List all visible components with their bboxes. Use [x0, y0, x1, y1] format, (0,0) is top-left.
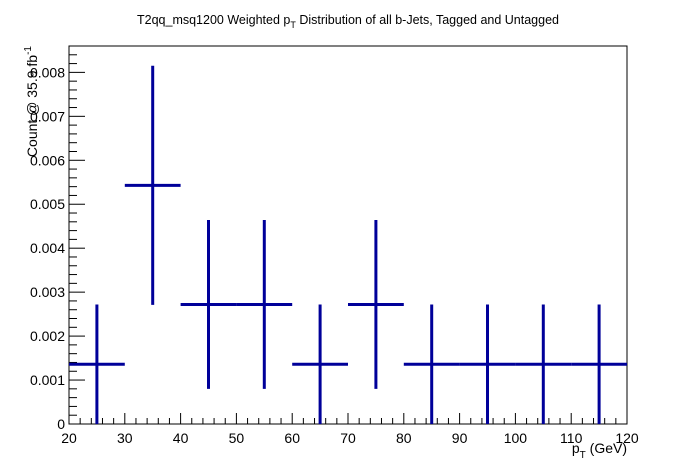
y-tick-label: 0.002: [30, 328, 65, 344]
y-tick-label: 0.004: [30, 240, 65, 256]
y-tick-label: 0.005: [30, 196, 65, 212]
x-tick-label: 40: [173, 430, 189, 446]
y-axis-title: Count @ 35.9 fb-1: [23, 46, 40, 158]
data-point: [124, 65, 181, 305]
y-axis-ticks: [69, 45, 85, 425]
y-tick-label: 0.001: [30, 372, 65, 388]
x-axis-ticks: [68, 413, 628, 424]
x-tick-label: 90: [452, 430, 468, 446]
data-point: [571, 304, 627, 424]
data-point: [69, 304, 125, 424]
data-point: [348, 220, 404, 389]
data-point: [515, 304, 572, 424]
data-point: [403, 304, 460, 424]
y-tick-label: 0.008: [30, 64, 65, 80]
x-tick-label: 30: [117, 430, 133, 446]
x-axis-tick-labels: 20 30 40 50 60 70 80 90 100 110 120: [61, 430, 639, 446]
y-tick-label: 0.006: [30, 152, 65, 168]
x-axis-title: pT (GeV): [572, 440, 627, 461]
x-tick-label: 50: [229, 430, 245, 446]
y-axis-tick-labels: 0 0.001 0.002 0.003 0.004 0.005 0.006 0.007 0.00…: [30, 64, 65, 432]
x-tick-label: 70: [340, 430, 356, 446]
y-tick-label: 0: [57, 416, 65, 432]
y-tick-label: 0.003: [30, 284, 65, 300]
y-tick-label: 0.007: [30, 108, 65, 124]
x-tick-label: 60: [284, 430, 300, 446]
x-tick-label: 80: [396, 430, 412, 446]
x-tick-label: 120: [615, 430, 639, 446]
data-point: [459, 304, 516, 424]
x-tick-label: 110: [560, 430, 583, 446]
x-tick-label: 20: [61, 430, 77, 446]
data-point: [180, 220, 237, 389]
error-bar-series: [69, 65, 627, 424]
x-tick-label: 100: [504, 430, 528, 446]
chart-title: T2qq_msq1200 Weighted pT Distribution of…: [137, 13, 559, 30]
data-point: [292, 304, 348, 424]
data-point: [236, 220, 293, 389]
